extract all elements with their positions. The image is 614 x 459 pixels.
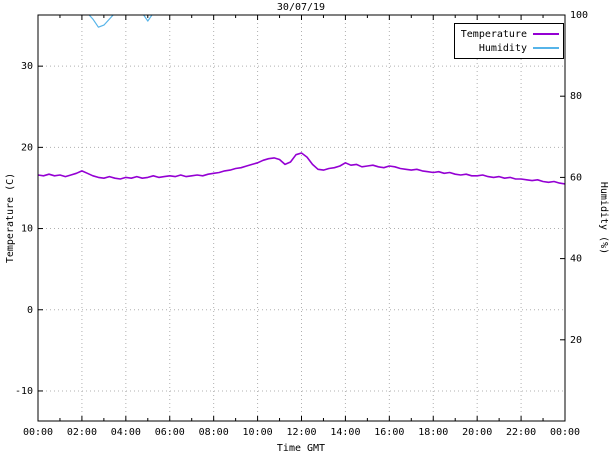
left-tick-label: 20 (21, 142, 33, 153)
right-tick-label: 60 (570, 172, 582, 183)
left-tick-label: 30 (21, 61, 33, 72)
left-tick-label: 0 (27, 305, 33, 316)
x-tick-label: 14:00 (330, 427, 360, 438)
legend: Temperature Humidity (454, 23, 564, 59)
chart-title: 30/07/19 (276, 2, 326, 13)
x-tick-label: 02:00 (67, 427, 97, 438)
x-tick-label: 00:00 (23, 427, 53, 438)
right-tick-label: 40 (570, 254, 582, 265)
x-tick-label: 06:00 (155, 427, 185, 438)
x-tick-label: 16:00 (374, 427, 404, 438)
legend-row: Humidity (459, 41, 559, 55)
series-temperature-line (38, 152, 565, 185)
x-tick-label: 10:00 (243, 427, 273, 438)
right-axis-title: Humidity (%) (598, 181, 609, 255)
x-tick-label: 20:00 (462, 427, 492, 438)
right-tick-label: 100 (570, 10, 588, 21)
left-tick-label: -10 (15, 386, 33, 397)
x-tick-label: 22:00 (506, 427, 536, 438)
legend-label: Humidity (478, 42, 527, 54)
x-axis-title: Time GMT (276, 443, 326, 454)
x-tick-label: 04:00 (111, 427, 141, 438)
legend-row: Temperature (459, 27, 559, 41)
right-tick-label: 20 (570, 335, 582, 346)
legend-label: Temperature (460, 28, 527, 40)
right-tick-label: 80 (570, 91, 582, 102)
x-tick-label: 08:00 (199, 427, 229, 438)
legend-line-sample (533, 47, 559, 49)
left-axis-title: Temperature (C) (5, 172, 16, 264)
x-tick-label: 00:00 (550, 427, 580, 438)
x-tick-label: 12:00 (286, 427, 316, 438)
legend-line-sample (533, 33, 559, 35)
left-tick-label: 10 (21, 224, 33, 235)
x-tick-label: 18:00 (418, 427, 448, 438)
